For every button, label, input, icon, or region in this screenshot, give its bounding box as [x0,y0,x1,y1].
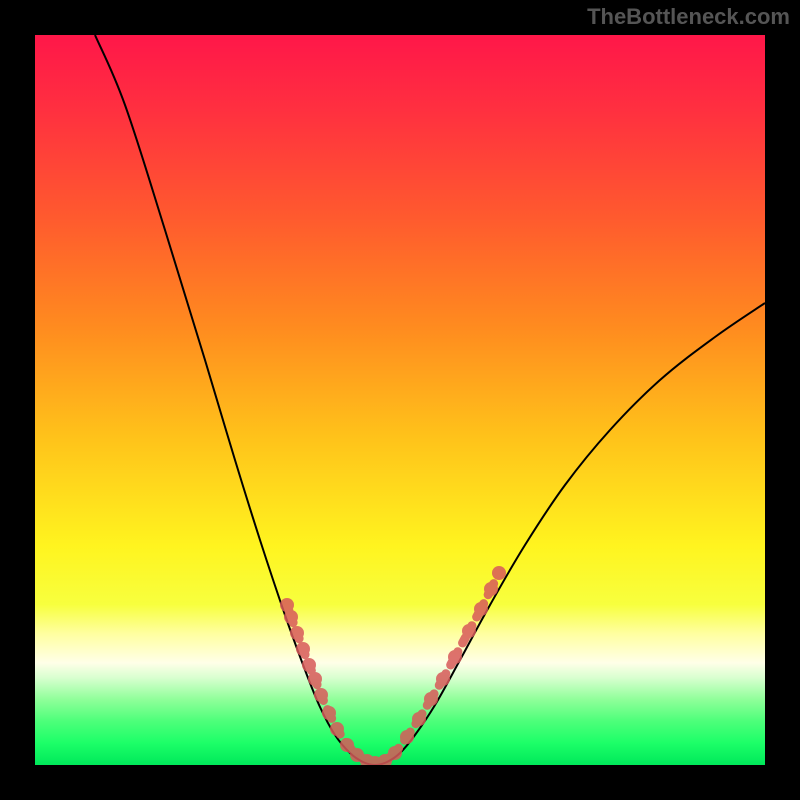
gradient-background [35,35,765,765]
watermark-text: TheBottleneck.com [587,4,790,30]
plot-area [35,35,765,765]
chart-container: TheBottleneck.com [0,0,800,800]
chart-svg [35,35,765,765]
marker-dot [492,566,506,580]
